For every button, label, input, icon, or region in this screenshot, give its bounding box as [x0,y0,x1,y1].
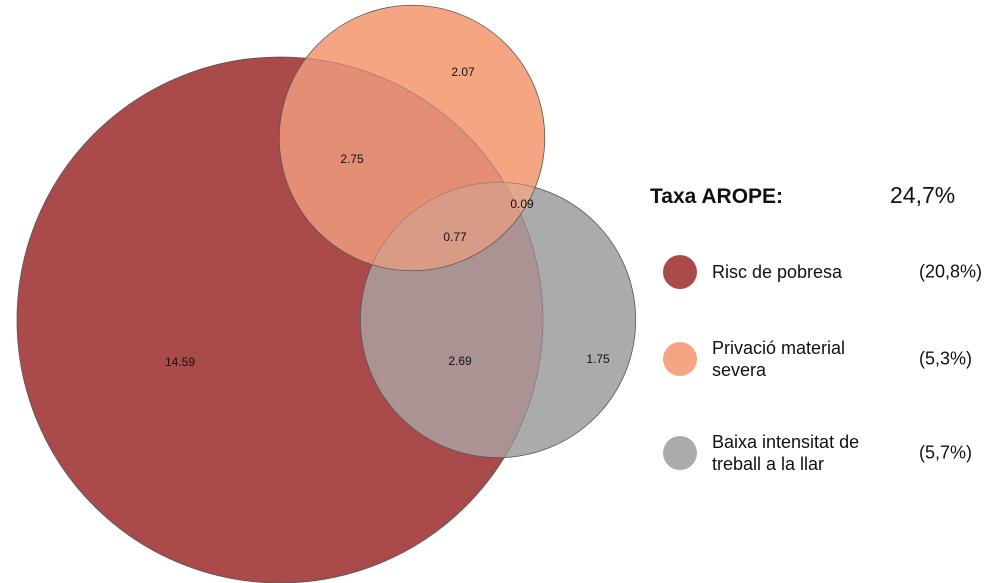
legend-value: (5,7%) [919,442,973,463]
legend-value: (5,3%) [919,348,973,369]
legend-marker [663,255,697,289]
region-label: 2.75 [340,152,364,166]
region-label: 14.59 [165,355,195,369]
region-label: 2.07 [451,65,475,79]
legend-marker [663,436,697,470]
legend-value: (20,8%) [919,261,983,282]
legend-entry: Baixa intensitat de treball a la llar [712,432,860,474]
total-label: 24,7% [890,182,956,208]
region-label: 2.69 [448,354,472,368]
legend-marker [663,342,697,376]
region-label: 0.77 [443,230,467,244]
region-label: 1.75 [586,352,610,366]
legend-title: Taxa AROPE: [650,185,784,208]
legend-entry: Risc de pobresa [712,262,843,282]
set-circle [278,4,546,272]
legend-entry: Privació material severa [712,338,846,380]
region-label: 0.09 [510,197,534,211]
